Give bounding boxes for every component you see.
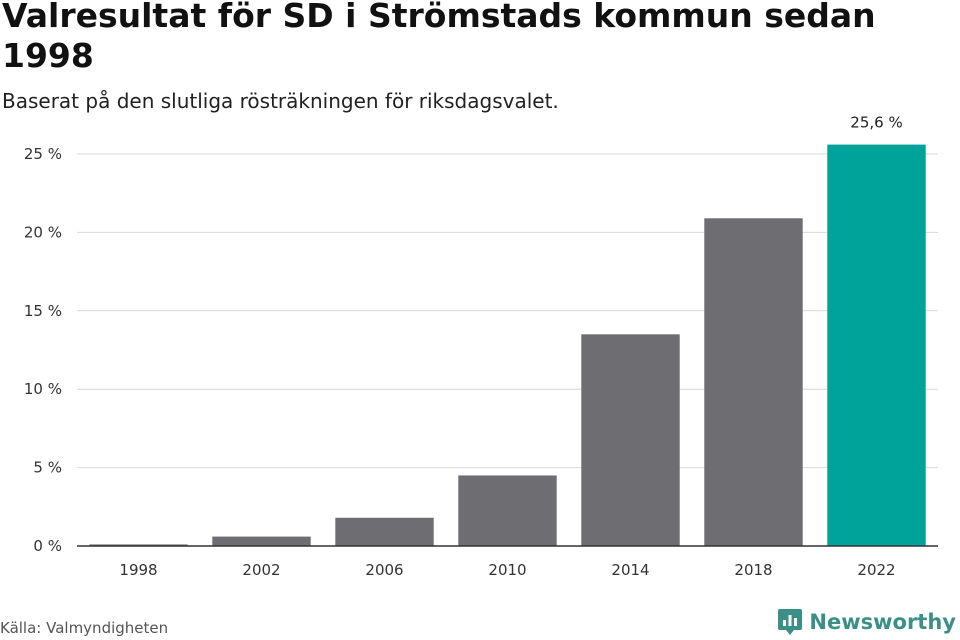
chart-subtitle: Baserat på den slutliga rösträkningen fö… [2, 89, 559, 113]
x-tick-label: 2022 [857, 561, 895, 579]
source-note: Källa: Valmyndigheten [0, 619, 169, 637]
y-tick-label: 5 % [33, 459, 62, 477]
x-tick-label: 2002 [242, 561, 280, 579]
y-tick-label: 25 % [24, 145, 62, 163]
bar-2002 [212, 536, 311, 546]
labels: 0 % 5 % 10 % 15 % 20 % 25 % 1998 2002 2006 2010 20… [24, 114, 903, 579]
y-tick-label: 0 % [33, 537, 62, 555]
x-tick-label: 1998 [119, 561, 157, 579]
y-tick-label: 10 % [24, 380, 62, 398]
gridlines [77, 153, 938, 469]
bar-2014 [581, 334, 680, 546]
x-tick-label: 2010 [488, 561, 526, 579]
bar-value-label: 25,6 % [850, 114, 902, 132]
newsworthy-logo-icon [778, 609, 803, 635]
x-tick-label: 2018 [734, 561, 772, 579]
brand-logo: Newsworthy [777, 607, 956, 637]
y-tick-label: 20 % [24, 223, 62, 241]
bar-2010 [458, 475, 557, 546]
bars [89, 144, 926, 547]
brand-name: Newsworthy [809, 610, 956, 634]
bar-2022 [827, 144, 926, 547]
bar-2018 [704, 218, 803, 546]
bar-1998 [89, 544, 188, 546]
bar-2006 [335, 517, 434, 546]
y-tick-label: 15 % [24, 302, 62, 320]
x-tick-label: 2014 [611, 561, 649, 579]
x-tick-label: 2006 [365, 561, 403, 579]
chart-title: Valresultat för SD i Strömstads kommun s… [2, 0, 876, 75]
